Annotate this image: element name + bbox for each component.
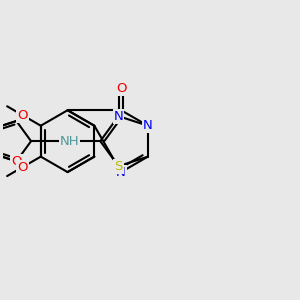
Text: N: N (114, 110, 123, 123)
Text: O: O (11, 155, 22, 168)
Text: NH: NH (60, 135, 79, 148)
Text: O: O (17, 109, 28, 122)
Text: N: N (116, 166, 126, 178)
Text: O: O (17, 161, 28, 174)
Text: S: S (114, 160, 123, 173)
Text: O: O (116, 82, 126, 95)
Text: N: N (143, 119, 153, 132)
